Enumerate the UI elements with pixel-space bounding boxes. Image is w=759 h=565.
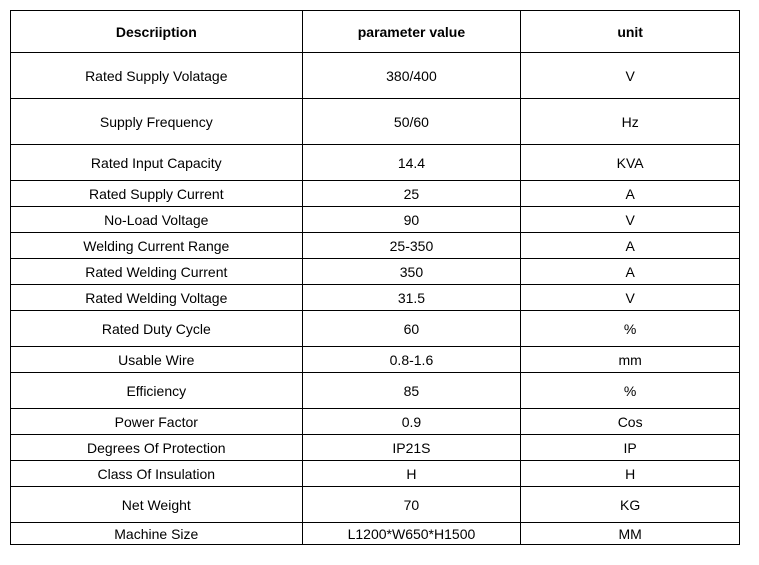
cell-value: 60: [302, 311, 521, 347]
cell-unit: Cos: [521, 409, 740, 435]
cell-unit: mm: [521, 347, 740, 373]
cell-desc: Machine Size: [11, 523, 303, 545]
spec-table: Descriiption parameter value unit Rated …: [10, 10, 740, 545]
table-row: Class Of InsulationHH: [11, 461, 740, 487]
cell-value: 0.8-1.6: [302, 347, 521, 373]
table-row: Supply Frequency50/60Hz: [11, 99, 740, 145]
cell-desc: Rated Duty Cycle: [11, 311, 303, 347]
cell-unit: V: [521, 53, 740, 99]
table-row: Rated Welding Voltage31.5V: [11, 285, 740, 311]
cell-unit: A: [521, 233, 740, 259]
cell-value: 25: [302, 181, 521, 207]
cell-desc: Degrees Of Protection: [11, 435, 303, 461]
cell-unit: A: [521, 181, 740, 207]
header-row: Descriiption parameter value unit: [11, 11, 740, 53]
cell-unit: %: [521, 373, 740, 409]
table-row: Rated Welding Current350A: [11, 259, 740, 285]
cell-unit: MM: [521, 523, 740, 545]
table-row: Welding Current Range25-350A: [11, 233, 740, 259]
cell-desc: Rated Input Capacity: [11, 145, 303, 181]
table-row: No-Load Voltage90V: [11, 207, 740, 233]
cell-desc: Power Factor: [11, 409, 303, 435]
header-value: parameter value: [302, 11, 521, 53]
table-row: Machine SizeL1200*W650*H1500MM: [11, 523, 740, 545]
cell-value: 380/400: [302, 53, 521, 99]
cell-desc: Rated Supply Current: [11, 181, 303, 207]
cell-value: 90: [302, 207, 521, 233]
cell-unit: V: [521, 207, 740, 233]
cell-value: 25-350: [302, 233, 521, 259]
table-row: Rated Supply Current25A: [11, 181, 740, 207]
cell-desc: No-Load Voltage: [11, 207, 303, 233]
cell-value: 0.9: [302, 409, 521, 435]
cell-unit: A: [521, 259, 740, 285]
header-unit: unit: [521, 11, 740, 53]
table-body: Rated Supply Volatage380/400VSupply Freq…: [11, 53, 740, 545]
cell-value: 50/60: [302, 99, 521, 145]
cell-unit: KVA: [521, 145, 740, 181]
table-row: Rated Duty Cycle60%: [11, 311, 740, 347]
cell-desc: Welding Current Range: [11, 233, 303, 259]
cell-unit: KG: [521, 487, 740, 523]
cell-value: 85: [302, 373, 521, 409]
table-row: Degrees Of ProtectionIP21SIP: [11, 435, 740, 461]
table-row: Efficiency85%: [11, 373, 740, 409]
cell-unit: Hz: [521, 99, 740, 145]
cell-value: 70: [302, 487, 521, 523]
cell-desc: Rated Welding Voltage: [11, 285, 303, 311]
table-row: Net Weight70KG: [11, 487, 740, 523]
cell-value: IP21S: [302, 435, 521, 461]
cell-unit: V: [521, 285, 740, 311]
cell-value: 350: [302, 259, 521, 285]
table-row: Rated Supply Volatage380/400V: [11, 53, 740, 99]
cell-unit: IP: [521, 435, 740, 461]
cell-desc: Net Weight: [11, 487, 303, 523]
cell-value: H: [302, 461, 521, 487]
cell-desc: Efficiency: [11, 373, 303, 409]
cell-value: 14.4: [302, 145, 521, 181]
table-row: Rated Input Capacity14.4KVA: [11, 145, 740, 181]
cell-desc: Supply Frequency: [11, 99, 303, 145]
cell-desc: Rated Welding Current: [11, 259, 303, 285]
cell-unit: %: [521, 311, 740, 347]
header-description: Descriiption: [11, 11, 303, 53]
cell-value: L1200*W650*H1500: [302, 523, 521, 545]
cell-value: 31.5: [302, 285, 521, 311]
table-row: Usable Wire0.8-1.6mm: [11, 347, 740, 373]
table-row: Power Factor0.9Cos: [11, 409, 740, 435]
cell-desc: Rated Supply Volatage: [11, 53, 303, 99]
cell-unit: H: [521, 461, 740, 487]
cell-desc: Usable Wire: [11, 347, 303, 373]
cell-desc: Class Of Insulation: [11, 461, 303, 487]
